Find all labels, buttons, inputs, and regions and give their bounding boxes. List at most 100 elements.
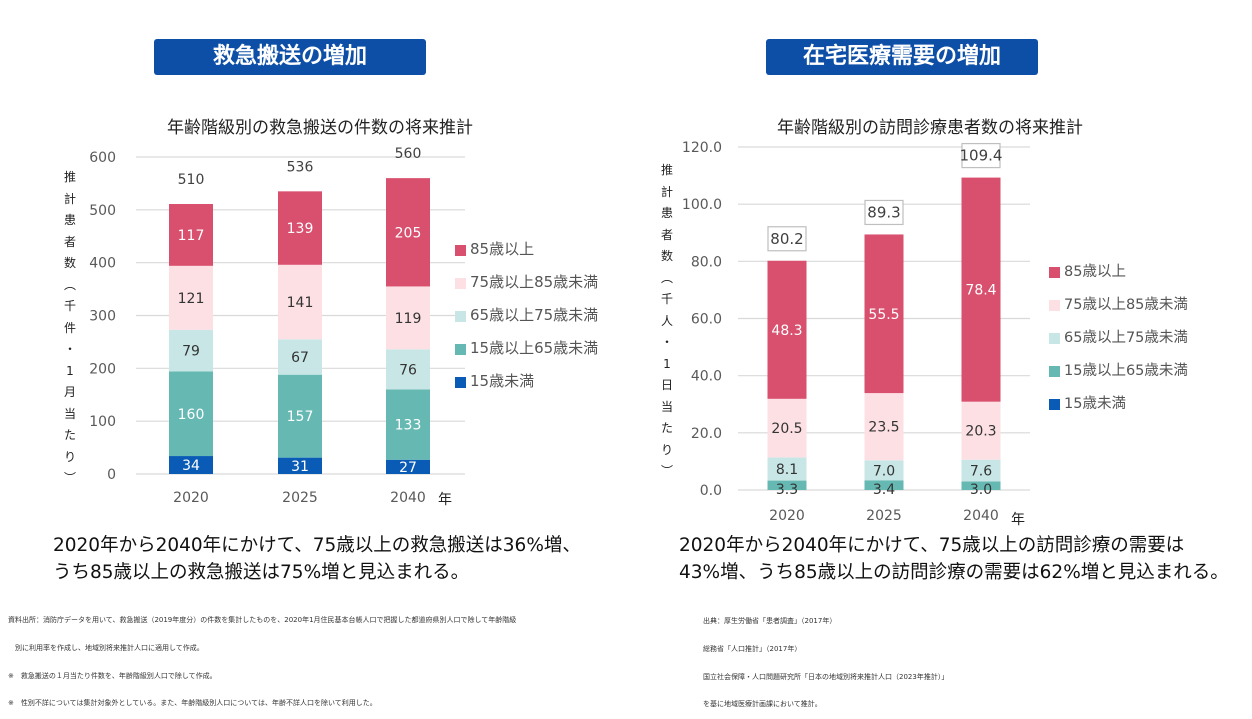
y-axis-label-char: ︵ — [63, 277, 76, 292]
right-summary-line: 43%増、うち85歳以上の訪問診療の需要は62%増と見込まれる。 — [679, 562, 1229, 583]
y-axis-label-char: 者 — [660, 227, 673, 242]
y-tick-label: 0 — [107, 467, 116, 483]
y-tick-label: 200 — [89, 361, 116, 377]
y-tick-label: 40.0 — [691, 369, 722, 385]
data-label: 55.5 — [868, 307, 899, 323]
bar-segment-age65to75 — [386, 349, 430, 390]
bar-segment-age75to85 — [278, 264, 322, 340]
data-label: 48.3 — [771, 323, 802, 339]
data-label: 79 — [182, 344, 200, 360]
total-label-box — [864, 199, 904, 226]
y-axis-label-char: ︶ — [63, 471, 76, 485]
bar-segment-age65to75 — [864, 460, 904, 481]
legend-swatch — [455, 377, 466, 388]
y-axis-label-char: ︶ — [660, 464, 673, 478]
data-label: 67 — [291, 350, 309, 366]
legend-label: 15歳未満 — [470, 372, 535, 390]
total-label: 80.2 — [770, 230, 803, 248]
legend-item: 15歳未満 — [1049, 386, 1188, 419]
bar-segment-age15to65 — [961, 481, 1001, 490]
legend-item: 85歳以上 — [1049, 254, 1188, 287]
data-label: 3.3 — [776, 482, 798, 498]
right-footnote: 出典：厚生労働省「患者調査」（2017年） 総務省「人口推計」（2017年） 国… — [703, 599, 948, 719]
legend-label: 15歳以上65歳未満 — [1064, 363, 1188, 379]
data-label: 3.4 — [873, 482, 895, 498]
y-tick-label: 300 — [89, 309, 116, 325]
y-axis-label-char: た — [660, 421, 673, 435]
y-axis-label-char: 日 — [660, 378, 673, 392]
data-label: 23.5 — [868, 420, 899, 436]
bar-segment-age65to75 — [278, 339, 322, 375]
data-label: 139 — [287, 221, 314, 237]
total-label: 510 — [178, 172, 205, 188]
bar-segment-age15to65 — [169, 371, 213, 457]
y-axis-label-char: た — [63, 428, 76, 442]
y-axis-label-char: ︵ — [660, 270, 673, 285]
data-label: 8.1 — [776, 462, 798, 478]
right-footnote-line: 総務省「人口推計」（2017年） — [703, 645, 802, 654]
y-axis-label-char: 月 — [63, 385, 76, 399]
legend-label: 65歳以上75歳未満 — [470, 306, 599, 324]
y-tick-label: 80.0 — [691, 254, 722, 270]
bar-segment-age85plus — [169, 204, 213, 266]
legend-item: 65歳以上75歳未満 — [455, 298, 598, 331]
y-axis-label-char: ・ — [660, 335, 673, 349]
legend-label: 65歳以上75歳未満 — [1064, 330, 1188, 346]
data-label: 31 — [291, 459, 309, 475]
data-label: 20.5 — [771, 421, 802, 437]
y-tick-label: 100.0 — [682, 197, 722, 213]
legend-item: 75歳以上85歳未満 — [1049, 287, 1188, 320]
legend-swatch — [455, 311, 466, 322]
left-summary: 2020年から2040年にかけて、75歳以上の救急搬送は36%増、 うち85歳以… — [53, 532, 581, 586]
y-tick-label: 120.0 — [682, 140, 722, 156]
y-tick-label: 100 — [89, 414, 116, 430]
right-chart: 0.0 20.0 40.0 60.0 80.0 100.0 120.0 3.3 8.1 20.5 4… — [682, 140, 1030, 528]
legend-swatch — [1049, 300, 1060, 311]
y-axis-label-char: 患 — [63, 213, 76, 227]
bar-segment-age85plus — [864, 234, 904, 394]
data-label: 157 — [287, 409, 314, 425]
bar-segment-age85plus — [961, 177, 1001, 402]
legend-swatch — [1049, 333, 1060, 344]
data-label: 76 — [399, 362, 417, 378]
data-label: 78.4 — [965, 283, 996, 299]
bar-segment-under15 — [278, 457, 322, 474]
x-tick-label: 2040 — [963, 508, 999, 524]
total-label: 536 — [287, 159, 314, 175]
y-axis-label-char: 1 — [663, 356, 671, 371]
bar-segment-age65to75 — [767, 457, 807, 481]
left-y-axis-label: 推計患者数 ︵ 千件・ 1 月当たり ︶ — [62, 167, 78, 490]
y-axis-label-char: 1 — [66, 363, 74, 378]
legend-item: 15歳以上65歳未満 — [1049, 353, 1188, 386]
y-axis-label-char: り — [660, 442, 673, 457]
bar-segment-age65to75 — [961, 459, 1001, 482]
left-footnote-line: 別に利用率を作成し、地域別将来推計人口に適用して作成。 — [8, 644, 204, 653]
x-tick-label: 2040 — [390, 490, 426, 506]
left-chart-title: 年齢階級別の救急搬送の件数の将来推計 — [167, 118, 473, 138]
y-tick-label: 20.0 — [691, 426, 722, 442]
legend-label: 85歳以上 — [1064, 264, 1126, 280]
bar-segment-age85plus — [767, 260, 807, 399]
left-footnote-line: ※ 性別不詳については集計対象外としている。また、年齢階級別人口については、年齢… — [8, 699, 377, 708]
legend-item: 75歳以上85歳未満 — [455, 265, 598, 298]
legend-label: 15歳以上65歳未満 — [470, 339, 599, 357]
legend-swatch — [1049, 399, 1060, 410]
y-tick-label: 60.0 — [691, 312, 722, 328]
data-label: 117 — [178, 228, 205, 244]
total-label: 560 — [395, 146, 422, 162]
legend-swatch — [455, 245, 466, 256]
x-tick-label: 2020 — [769, 508, 805, 524]
x-axis-unit-label: 年 — [438, 492, 452, 508]
y-axis-label-char: 当 — [63, 406, 76, 421]
data-label: 205 — [395, 225, 422, 241]
bar-segment-age85plus — [278, 191, 322, 265]
legend-label: 75歳以上85歳未満 — [1064, 297, 1188, 313]
data-label: 133 — [395, 418, 422, 434]
data-label: 141 — [287, 295, 314, 311]
bar-segment-age15to65 — [767, 480, 807, 490]
legend-swatch — [455, 278, 466, 289]
legend-label: 15歳未満 — [1064, 396, 1126, 412]
right-footnote-line: 国立社会保障・人口問題研究所「日本の地域別将来推計人口（2023年推計）」 — [703, 672, 949, 681]
total-label-box — [961, 142, 1001, 169]
right-chart-title: 年齢階級別の訪問診療患者数の将来推計 — [777, 118, 1083, 138]
